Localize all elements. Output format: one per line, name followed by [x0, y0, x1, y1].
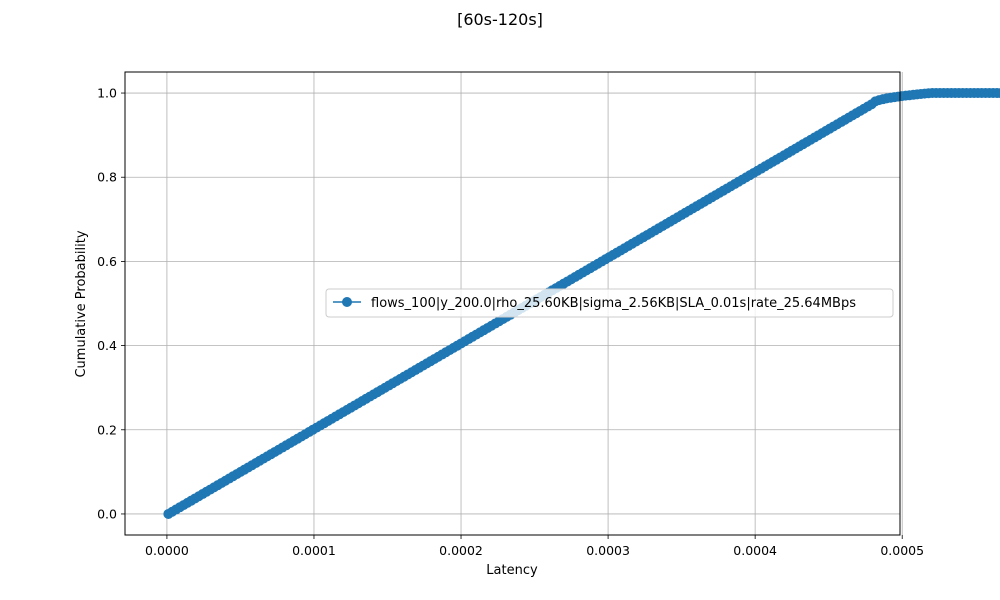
- data-point: [995, 88, 1000, 98]
- y-tick-label: 0.6: [97, 254, 117, 269]
- x-tick-label: 0.0001: [292, 543, 336, 558]
- y-tick-label: 0.0: [97, 506, 117, 521]
- y-axis-label: Cumulative Probability: [74, 230, 89, 377]
- legend-box: [325, 288, 894, 318]
- x-axis-label: Latency: [486, 563, 538, 578]
- legend-label: flows_100|y_200.0|rho_25.60KB|sigma_2.56…: [371, 296, 856, 311]
- x-tick-label: 0.0002: [439, 543, 483, 558]
- x-tick-label: 0.0005: [880, 543, 924, 558]
- legend: flows_100|y_200.0|rho_25.60KB|sigma_2.56…: [325, 288, 894, 318]
- x-tick-label: 0.0000: [145, 543, 189, 558]
- y-axis-ticks: 0.0 0.2 0.4 0.6 0.8 1.0: [97, 86, 125, 521]
- y-tick-label: 0.2: [97, 422, 117, 437]
- y-tick-label: 1.0: [97, 86, 117, 101]
- y-tick-label: 0.8: [97, 170, 117, 185]
- legend-marker: [342, 297, 352, 307]
- x-tick-label: 0.0003: [586, 543, 630, 558]
- y-tick-label: 0.4: [97, 338, 117, 353]
- x-axis-ticks: 0.0000 0.0001 0.0002 0.0003 0.0004 0.0005: [145, 535, 924, 558]
- x-tick-label: 0.0004: [733, 543, 777, 558]
- chart-title: [60s-120s]: [457, 10, 543, 29]
- plot-frame: [124, 71, 901, 536]
